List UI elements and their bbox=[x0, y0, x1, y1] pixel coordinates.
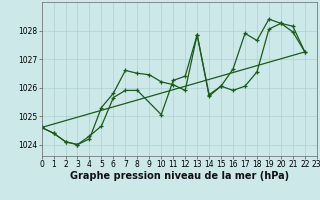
X-axis label: Graphe pression niveau de la mer (hPa): Graphe pression niveau de la mer (hPa) bbox=[70, 171, 289, 181]
